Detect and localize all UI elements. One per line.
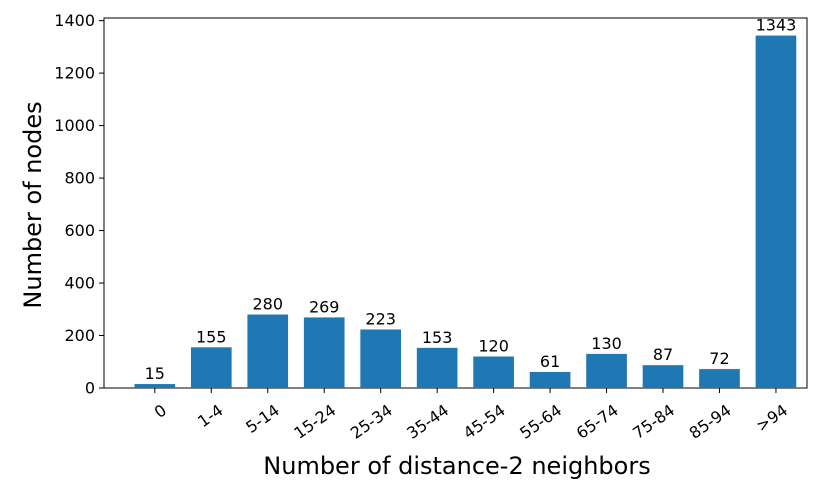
x-tick-label-7: 55-64: [516, 401, 565, 443]
x-axis-title: Number of distance-2 neighbors: [263, 452, 650, 480]
bar-1: [190, 347, 232, 388]
x-axis: 0 1-4 5-14 15-24 25-34 35-44 45-54 55-64 65-74 75…: [151, 388, 791, 443]
x-tick-label-5: 35-44: [403, 401, 452, 443]
bar-value-label-6: 120: [478, 337, 509, 356]
y-axis: 0 200 400 600 800 1000 1200 1400: [54, 11, 104, 398]
x-tick-label-6: 45-54: [460, 401, 509, 443]
bars-group: [134, 35, 797, 388]
x-tick-label-1: 1-4: [194, 401, 226, 432]
y-axis-title: Number of nodes: [19, 101, 47, 308]
x-tick-label-11: >94: [753, 401, 792, 436]
y-tick-label-0: 0: [85, 379, 95, 398]
bar-value-label-7: 61: [540, 352, 560, 371]
bar-value-label-8: 130: [591, 334, 622, 353]
x-tick-label-10: 85-94: [686, 401, 735, 443]
bar-10: [699, 369, 740, 388]
y-tick-label-1: 200: [64, 326, 95, 345]
x-tick-label-9: 75-84: [629, 401, 678, 443]
bar-value-label-1: 155: [196, 327, 227, 346]
y-tick-label-2: 400: [64, 274, 95, 293]
x-tick-label-3: 15-24: [290, 401, 339, 443]
y-tick-label-3: 600: [64, 221, 95, 240]
bar-value-label-3: 269: [309, 297, 340, 316]
x-tick-label-4: 25-34: [347, 401, 396, 443]
bar-value-label-9: 87: [653, 345, 673, 364]
bar-8: [586, 353, 627, 388]
bar-7: [529, 371, 571, 388]
x-tick-label-0: 0: [151, 401, 170, 422]
bar-4: [360, 329, 402, 388]
y-tick-label-6: 1200: [54, 64, 95, 83]
y-tick-label-7: 1400: [54, 11, 95, 30]
bar-value-label-11: 1343: [756, 16, 797, 35]
bar-3: [303, 317, 345, 388]
bar-2: [247, 314, 289, 388]
bar-6: [473, 356, 514, 388]
bar-9: [642, 365, 684, 388]
bar-11: [755, 35, 797, 388]
bar-value-label-5: 153: [422, 328, 453, 347]
y-tick-label-4: 800: [64, 169, 95, 188]
bar-0: [134, 384, 176, 388]
bar-value-label-4: 223: [365, 309, 396, 328]
bar-5: [416, 347, 458, 388]
bar-value-label-10: 72: [709, 349, 729, 368]
bar-labels-group: 15 155 280 269 223 153 120 61 130 87 72 1343: [145, 16, 797, 383]
x-tick-label-2: 5-14: [242, 401, 283, 437]
bar-value-label-2: 280: [252, 295, 283, 314]
x-tick-label-8: 65-74: [573, 401, 622, 443]
bar-value-label-0: 15: [145, 364, 165, 383]
y-tick-label-5: 1000: [54, 116, 95, 135]
